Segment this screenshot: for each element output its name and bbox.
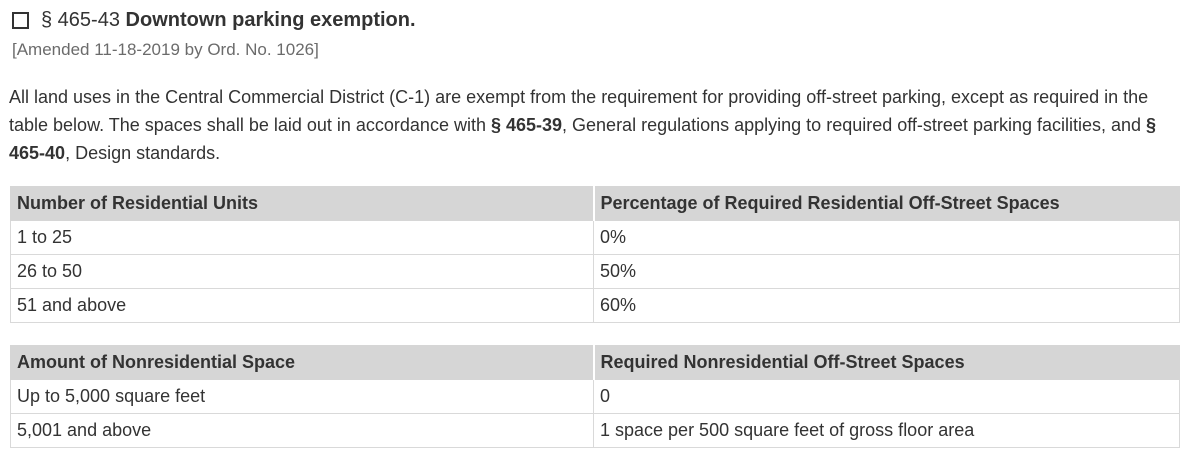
table-cell: 0 <box>593 379 1180 414</box>
section-checkbox[interactable] <box>12 11 29 29</box>
section-title: § 465-43 Downtown parking exemption. <box>41 8 416 32</box>
table-row: 1 to 25 0% <box>10 220 1180 255</box>
table-cell: 1 space per 500 square feet of gross flo… <box>593 413 1180 448</box>
table-row: 5,001 and above 1 space per 500 square f… <box>10 413 1180 448</box>
table-cell: 1 to 25 <box>10 220 594 255</box>
table-cell: 50% <box>593 254 1180 289</box>
section-name: Downtown parking exemption. <box>125 9 416 31</box>
xref-link-465-40[interactable]: § 465-40 <box>9 115 1157 163</box>
table-cell: 0% <box>593 220 1180 255</box>
table-cell: 5,001 and above <box>10 413 594 448</box>
table-row: 26 to 50 50% <box>10 254 1180 289</box>
table-cell: Up to 5,000 square feet <box>10 379 594 414</box>
body-text-part-1: All land uses in the Central Commercial … <box>9 87 1149 135</box>
amendment-history: [Amended 11-18-2019 by Ord. No. 1026] <box>12 40 319 59</box>
residential-parking-table: Number of Residential Units Percentage o… <box>10 186 1180 323</box>
column-header: Percentage of Required Residential Off-S… <box>593 186 1180 221</box>
column-header: Required Nonresidential Off-Street Space… <box>593 345 1180 380</box>
table-row: Up to 5,000 square feet 0 <box>10 379 1180 414</box>
table-header-row: Amount of Nonresidential Space Required … <box>10 345 1180 380</box>
body-text-part-3: , Design standards. <box>65 143 221 163</box>
section-header: § 465-43 Downtown parking exemption. <box>9 0 1180 40</box>
nonresidential-parking-table: Amount of Nonresidential Space Required … <box>10 345 1180 448</box>
table-cell: 60% <box>593 288 1180 323</box>
table-row: 51 and above 60% <box>10 288 1180 323</box>
body-text-part-2: , General regulations applying to requir… <box>562 115 1147 135</box>
xref-link-465-39[interactable]: § 465-39 <box>490 115 563 135</box>
table-cell: 51 and above <box>10 288 594 323</box>
section-number: § 465-43 <box>41 9 120 31</box>
column-header: Number of Residential Units <box>10 186 595 221</box>
table-header-row: Number of Residential Units Percentage o… <box>10 186 1180 221</box>
column-header: Amount of Nonresidential Space <box>10 345 595 380</box>
table-cell: 26 to 50 <box>10 254 594 289</box>
section-body-text: All land uses in the Central Commercial … <box>9 83 1181 167</box>
